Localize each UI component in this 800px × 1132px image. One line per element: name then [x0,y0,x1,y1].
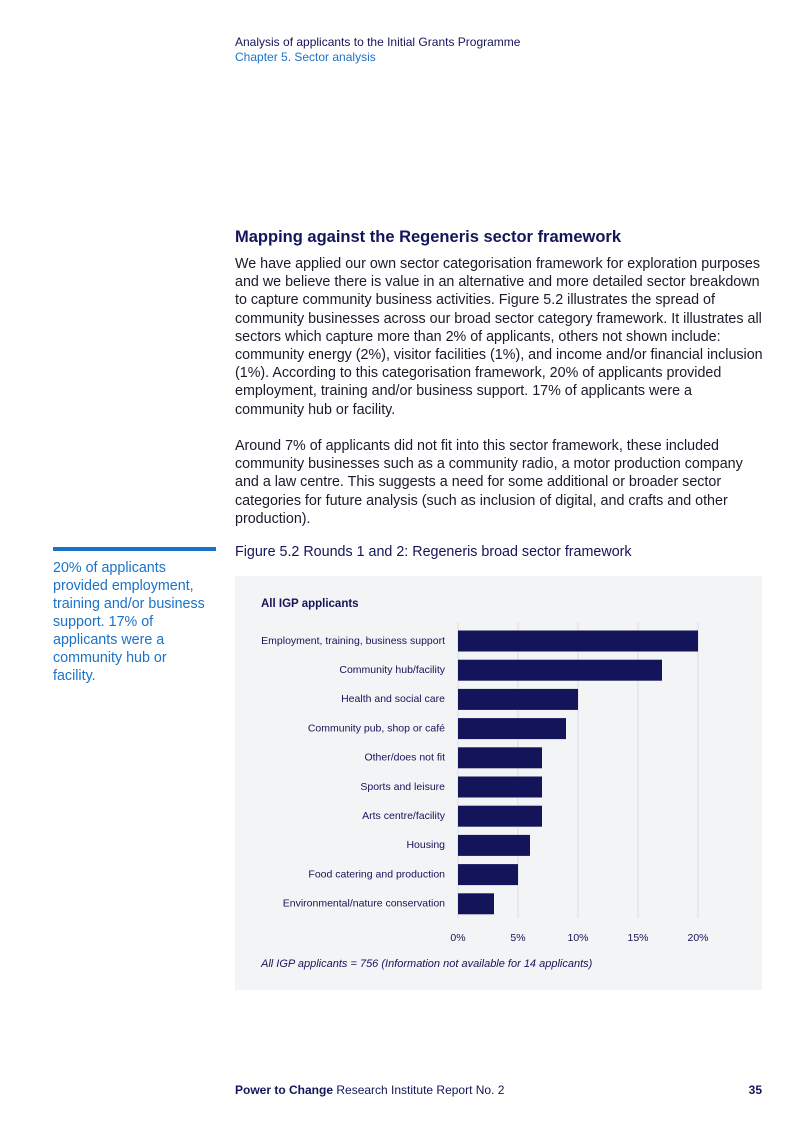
bar [458,659,662,681]
header-subtitle: Chapter 5. Sector analysis [235,50,376,64]
bar [458,776,542,798]
header-title: Analysis of applicants to the Initial Gr… [235,35,521,49]
x-tick-label: 0% [450,932,465,944]
bar [458,805,542,827]
y-tick-label: Other/does not fit [364,752,445,764]
bar [458,630,698,652]
paragraph: We have applied our own sector categoris… [235,256,763,418]
bar [458,688,578,710]
y-tick-label: Health and social care [341,693,445,705]
bar [458,834,530,856]
page-number: 35 [748,1083,762,1097]
y-tick-label: Sports and leisure [360,781,445,793]
x-tick-label: 5% [510,932,525,944]
x-tick-label: 10% [567,932,588,944]
chart-title: All IGP applicants [261,598,359,610]
y-tick-label: Employment, training, business support [261,635,445,647]
y-tick-label: Community pub, shop or café [308,722,445,734]
bar [458,893,494,915]
x-tick-label: 20% [687,932,708,944]
bar [458,747,542,769]
y-tick-label: Housing [406,839,445,851]
y-tick-label: Community hub/facility [339,664,445,676]
bar [458,718,566,740]
x-tick-label: 15% [627,932,648,944]
y-tick-label: Environmental/nature conservation [283,898,445,910]
bar [458,864,518,886]
y-tick-label: Arts centre/facility [362,810,446,822]
paragraph: Around 7% of applicants did not fit into… [235,438,743,527]
footer-brand: Power to Change [235,1083,334,1097]
y-tick-label: Food catering and production [308,868,445,880]
footer: Power to Change Research Institute Repor… [235,1083,504,1097]
figure-caption: Figure 5.2 Rounds 1 and 2: Regeneris bro… [235,544,632,560]
pullquote-rule [53,547,216,551]
pullquote: 20% of applicants provided employment, t… [53,560,205,684]
chart: All IGP applicants 0% 5% 10% 15% 20% Employmen… [235,576,762,990]
section-heading: Mapping against the Regeneris sector fra… [235,228,622,246]
footer-report: Research Institute Report No. 2 [336,1083,505,1097]
chart-note: All IGP applicants = 756 (Information no… [260,958,593,970]
